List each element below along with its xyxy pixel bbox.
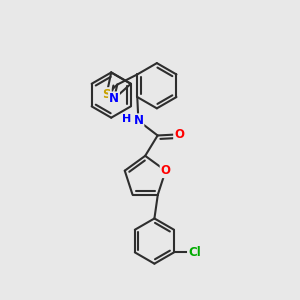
Text: N: N [134,114,143,127]
Text: H: H [122,114,131,124]
Text: O: O [160,164,171,177]
Text: S: S [102,88,111,101]
Text: O: O [174,128,184,141]
Text: Cl: Cl [188,246,201,259]
Text: N: N [109,92,119,105]
